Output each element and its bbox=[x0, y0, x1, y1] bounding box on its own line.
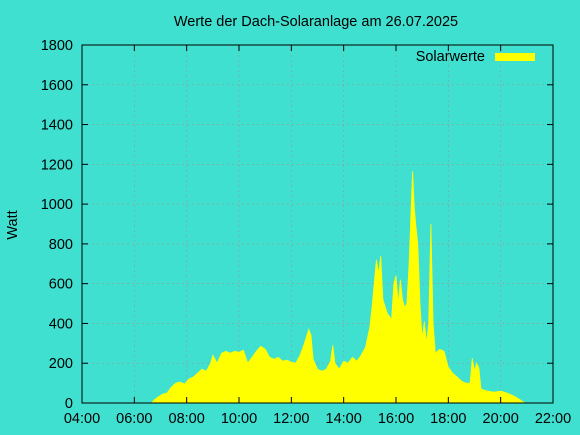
y-tick-label: 1200 bbox=[41, 157, 73, 173]
y-tick-label: 600 bbox=[49, 277, 73, 293]
x-tick-label: 20:00 bbox=[483, 411, 519, 427]
x-tick-label: 18:00 bbox=[430, 411, 466, 427]
y-tick-label: 800 bbox=[49, 237, 73, 253]
legend-swatch-solarwerte bbox=[495, 53, 535, 61]
x-tick-label: 06:00 bbox=[116, 411, 152, 427]
x-tick-label: 04:00 bbox=[64, 411, 100, 427]
y-tick-label: 1400 bbox=[41, 118, 73, 134]
legend-label-solarwerte: Solarwerte bbox=[416, 49, 485, 65]
y-tick-label: 1800 bbox=[41, 38, 73, 54]
y-tick-label: 1000 bbox=[41, 197, 73, 213]
legend: Solarwerte bbox=[416, 49, 535, 65]
y-tick-label: 0 bbox=[65, 396, 73, 412]
series-area-solarwerte bbox=[151, 171, 526, 404]
chart-title: Werte der Dach-Solaranlage am 26.07.2025 bbox=[174, 14, 458, 30]
axis-ticks: 0 200 400 600 800 1000 1200 1400 1600 1800 04:00 06… bbox=[41, 38, 571, 427]
y-tick-label: 400 bbox=[49, 316, 73, 332]
y-axis-label: Watt bbox=[5, 210, 21, 239]
y-tick-label: 200 bbox=[49, 356, 73, 372]
y-tick-label: 1600 bbox=[41, 78, 73, 94]
plot-frame bbox=[81, 44, 554, 404]
x-tick-label: 12:00 bbox=[273, 411, 309, 427]
x-tick-label: 14:00 bbox=[326, 411, 362, 427]
x-tick-label: 08:00 bbox=[169, 411, 205, 427]
grid bbox=[82, 45, 553, 403]
x-tick-label: 10:00 bbox=[221, 411, 257, 427]
x-tick-label: 22:00 bbox=[535, 411, 571, 427]
x-tick-label: 16:00 bbox=[378, 411, 414, 427]
